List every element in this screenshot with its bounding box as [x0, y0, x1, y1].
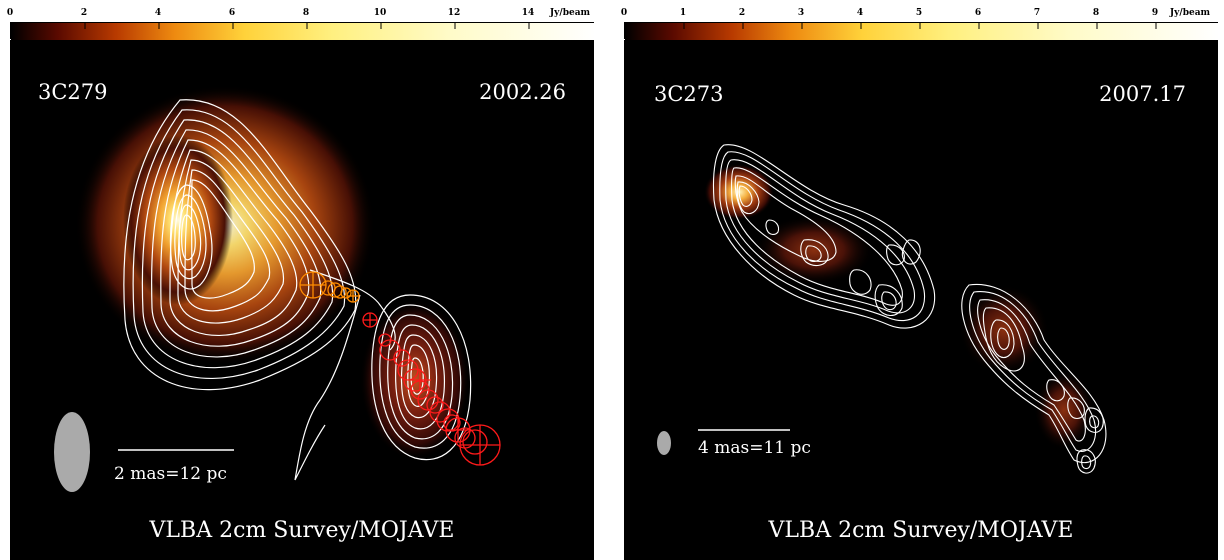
colorbar-tick: 4 — [856, 8, 864, 18]
colorbar-labels: 0 2 4 6 8 10 12 14 Jy/beam — [6, 8, 594, 22]
source-name: 3C273 — [654, 82, 724, 106]
colorbar-gradient — [625, 23, 1219, 40]
colorbar-tick: 7 — [1033, 8, 1041, 18]
colorbar-tick: 9 — [1151, 8, 1159, 18]
colorbar-tick: 2 — [80, 8, 88, 18]
scale-bar-label: 2 mas=12 pc — [114, 464, 227, 484]
colorbar-tick: 8 — [1092, 8, 1100, 18]
colorbar-tick: 0 — [6, 8, 14, 18]
beam-ellipse — [657, 431, 671, 455]
scale-bar-label: 4 mas=11 pc — [698, 438, 811, 458]
jet-image — [54, 85, 501, 492]
colorbar-tick: 14 — [521, 8, 535, 18]
outer-component-markers — [362, 312, 501, 466]
colorbar-tick: 12 — [447, 8, 461, 18]
colorbar-tick: 4 — [154, 8, 162, 18]
survey-label: VLBA 2cm Survey/MOJAVE — [149, 518, 455, 543]
epoch-label: 2002.26 — [479, 80, 566, 104]
panel-3c279: 0 2 4 6 8 10 12 14 Jy/beam — [6, 0, 595, 560]
colorbar-tick: 5 — [915, 8, 923, 18]
colorbar-tick: 0 — [620, 8, 628, 18]
colorbar-tick: 1 — [679, 8, 687, 18]
colorbar-tick: 8 — [302, 8, 310, 18]
colorbar-tick: 6 — [228, 8, 236, 18]
jet-image — [657, 144, 1107, 474]
colorbar — [624, 22, 1219, 40]
contour-lines — [712, 144, 1107, 474]
contour-lines — [123, 99, 472, 481]
panel-3c273: 0 1 2 3 4 5 6 7 8 9 Jy/beam — [620, 0, 1219, 560]
radio-map: 3C273 2007.17 4 mas=11 pc VLBA 2cm Surve… — [624, 40, 1218, 560]
radio-map: 3C279 2002.26 2 mas=12 pc VLBA 2cm Surve… — [10, 40, 594, 560]
colorbar-unit: Jy/beam — [549, 8, 591, 18]
colorbar — [10, 22, 595, 40]
epoch-label: 2007.17 — [1099, 82, 1186, 106]
beam-ellipse — [54, 412, 90, 492]
colorbar-gradient — [11, 23, 595, 40]
colorbar-tick: 6 — [974, 8, 982, 18]
colorbar-labels: 0 1 2 3 4 5 6 7 8 9 Jy/beam — [620, 8, 1218, 22]
colorbar-tick: 10 — [373, 8, 387, 18]
inner-component-markers — [299, 271, 360, 303]
colorbar-unit: Jy/beam — [1169, 8, 1211, 18]
colorbar-tick: 3 — [797, 8, 805, 18]
survey-label: VLBA 2cm Survey/MOJAVE — [768, 518, 1074, 543]
source-name: 3C279 — [38, 80, 108, 104]
colorbar-tick: 2 — [738, 8, 746, 18]
